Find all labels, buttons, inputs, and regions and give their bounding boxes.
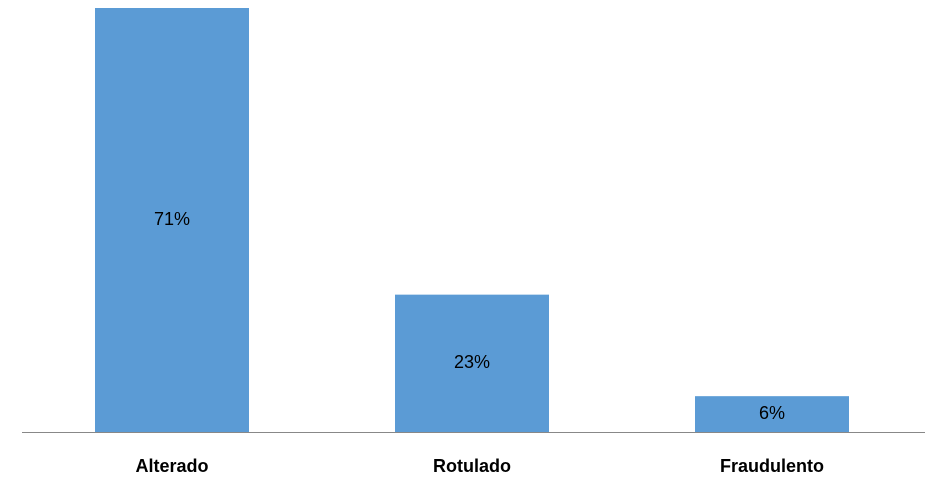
bar [395,294,549,432]
bar [695,396,849,432]
x-tick-label: Rotulado [433,456,511,476]
x-tick-label: Alterado [135,456,208,476]
x-tick-label: Fraudulento [720,456,824,476]
bar [95,8,249,432]
data-label: 71% [154,209,190,229]
data-label: 23% [454,352,490,372]
data-label: 6% [759,403,785,423]
